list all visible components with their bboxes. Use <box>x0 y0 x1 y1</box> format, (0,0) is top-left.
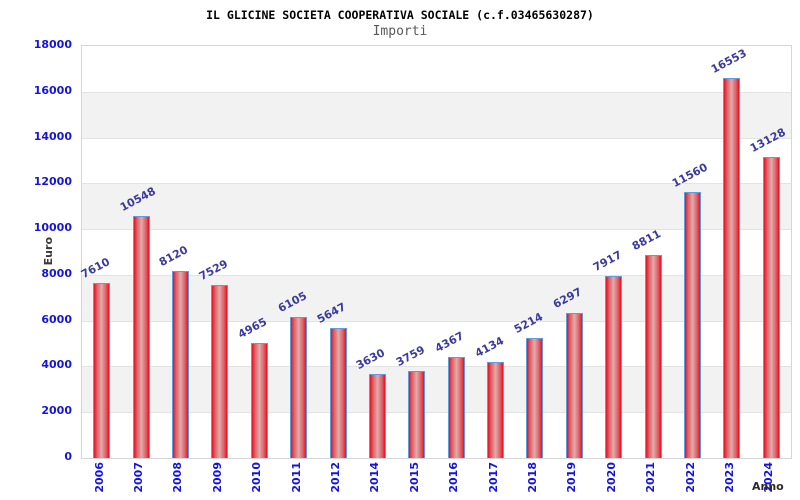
bar <box>644 255 662 458</box>
grid-band <box>82 274 791 321</box>
page-subtitle: Importi <box>372 24 428 39</box>
x-tick-label: 2008 <box>171 462 185 493</box>
x-tick-label: 2022 <box>683 462 697 493</box>
y-tick-label: 16000 <box>33 83 72 97</box>
bar <box>526 337 544 458</box>
bar <box>723 78 741 458</box>
bar <box>487 362 505 458</box>
bar <box>368 373 386 458</box>
x-tick-label: 2019 <box>565 462 579 493</box>
bar <box>211 284 229 458</box>
bar <box>684 192 702 458</box>
grid-band <box>82 320 791 367</box>
y-tick-label: 8000 <box>41 266 72 280</box>
bar <box>132 215 150 458</box>
y-tick-label: 0 <box>64 450 72 463</box>
grid-band <box>82 137 791 184</box>
grid-band <box>82 46 791 92</box>
bar <box>250 343 268 458</box>
bar <box>408 370 426 458</box>
grid-band <box>82 91 791 138</box>
grid-band <box>82 229 791 275</box>
y-tick-label: 6000 <box>41 312 72 326</box>
x-tick-label: 2007 <box>132 462 146 493</box>
x-tick-label: 2021 <box>644 462 658 493</box>
x-tick-label: 2016 <box>447 462 461 493</box>
bar <box>171 271 189 458</box>
bar <box>565 312 583 458</box>
grid-band <box>82 183 791 230</box>
x-tick-label: 2010 <box>250 462 264 493</box>
y-axis-title: Euro <box>42 237 55 266</box>
bar <box>762 156 780 458</box>
x-tick-label: 2017 <box>486 462 500 493</box>
x-tick-label: 2009 <box>210 462 224 493</box>
plot-area: 7610 10548 8120 7529 4965 6105 5647 3630 3759 436… <box>79 45 792 459</box>
x-tick-label: 2020 <box>604 462 618 493</box>
y-tick-label: 10000 <box>33 221 72 235</box>
y-tick-label: 2000 <box>41 404 72 418</box>
y-tick-label: 4000 <box>41 358 72 372</box>
y-tick-label: 14000 <box>33 129 72 143</box>
bar <box>329 327 347 458</box>
x-tick-label: 2018 <box>525 462 539 493</box>
x-tick-label: 2014 <box>368 462 382 493</box>
bar <box>290 317 308 458</box>
grid-band <box>82 412 791 458</box>
x-tick-label: 2006 <box>92 462 106 493</box>
x-tick-label: 2015 <box>407 462 421 493</box>
bar <box>605 275 623 458</box>
x-axis-title: Anno <box>752 480 784 493</box>
y-tick-label: 12000 <box>33 175 72 189</box>
bar <box>93 282 111 458</box>
page-title: IL GLICINE SOCIETA COOPERATIVA SOCIALE (… <box>206 8 594 22</box>
x-tick-label: 2012 <box>329 462 343 493</box>
y-tick-label: 18000 <box>33 38 72 51</box>
x-tick-label: 2011 <box>289 462 303 493</box>
bar <box>447 357 465 458</box>
grid-band <box>82 366 791 413</box>
x-tick-label: 2023 <box>722 462 736 493</box>
